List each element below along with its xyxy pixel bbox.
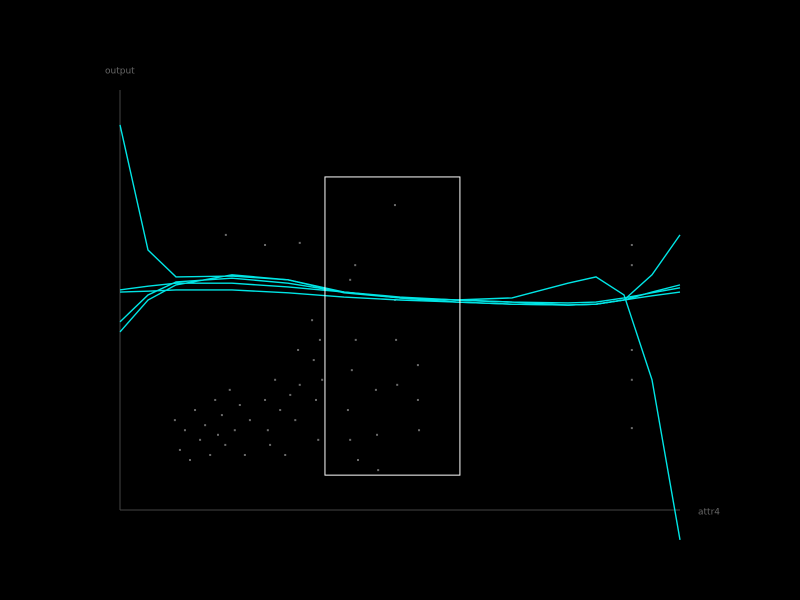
point [243, 453, 246, 456]
point [233, 429, 236, 432]
point [204, 424, 207, 427]
point [178, 448, 181, 451]
point [315, 398, 317, 401]
point [294, 419, 297, 422]
point [630, 243, 633, 246]
point [217, 433, 219, 436]
point [298, 241, 301, 244]
point [393, 204, 396, 207]
selection-box [324, 176, 461, 476]
point [248, 419, 251, 422]
point [346, 409, 349, 412]
point [194, 409, 197, 412]
point [630, 378, 633, 381]
point [354, 264, 357, 267]
point [266, 429, 269, 432]
point [377, 469, 380, 472]
x-axis-label: attr4 [698, 508, 720, 518]
point [349, 278, 352, 281]
point [318, 338, 321, 341]
fit-curve [119, 289, 681, 306]
point [298, 383, 301, 386]
fit-curve [119, 282, 681, 304]
point [630, 348, 633, 351]
point [376, 433, 379, 436]
point [224, 233, 227, 236]
point [350, 369, 353, 372]
point [297, 348, 300, 351]
point [238, 404, 241, 406]
point [416, 398, 419, 401]
point [349, 438, 352, 441]
point [214, 398, 217, 401]
point [374, 388, 377, 391]
point [354, 338, 357, 341]
point [264, 398, 267, 401]
point [264, 243, 267, 246]
point [396, 383, 399, 386]
point [209, 453, 212, 456]
point [284, 453, 287, 456]
point [311, 319, 314, 322]
point [279, 409, 282, 412]
point [312, 359, 315, 362]
point [189, 459, 191, 462]
point [357, 459, 359, 462]
point [317, 438, 320, 441]
point [416, 364, 419, 367]
point [173, 419, 176, 422]
point [418, 429, 421, 432]
y-axis-label: output [105, 67, 135, 77]
point [228, 388, 231, 391]
point [395, 338, 398, 341]
point [630, 427, 633, 430]
point [321, 378, 324, 381]
point [220, 414, 223, 417]
point [630, 264, 633, 267]
point [224, 443, 227, 446]
point [289, 393, 292, 396]
point [199, 438, 202, 441]
point [274, 378, 277, 381]
point [269, 443, 272, 446]
point [183, 429, 186, 432]
